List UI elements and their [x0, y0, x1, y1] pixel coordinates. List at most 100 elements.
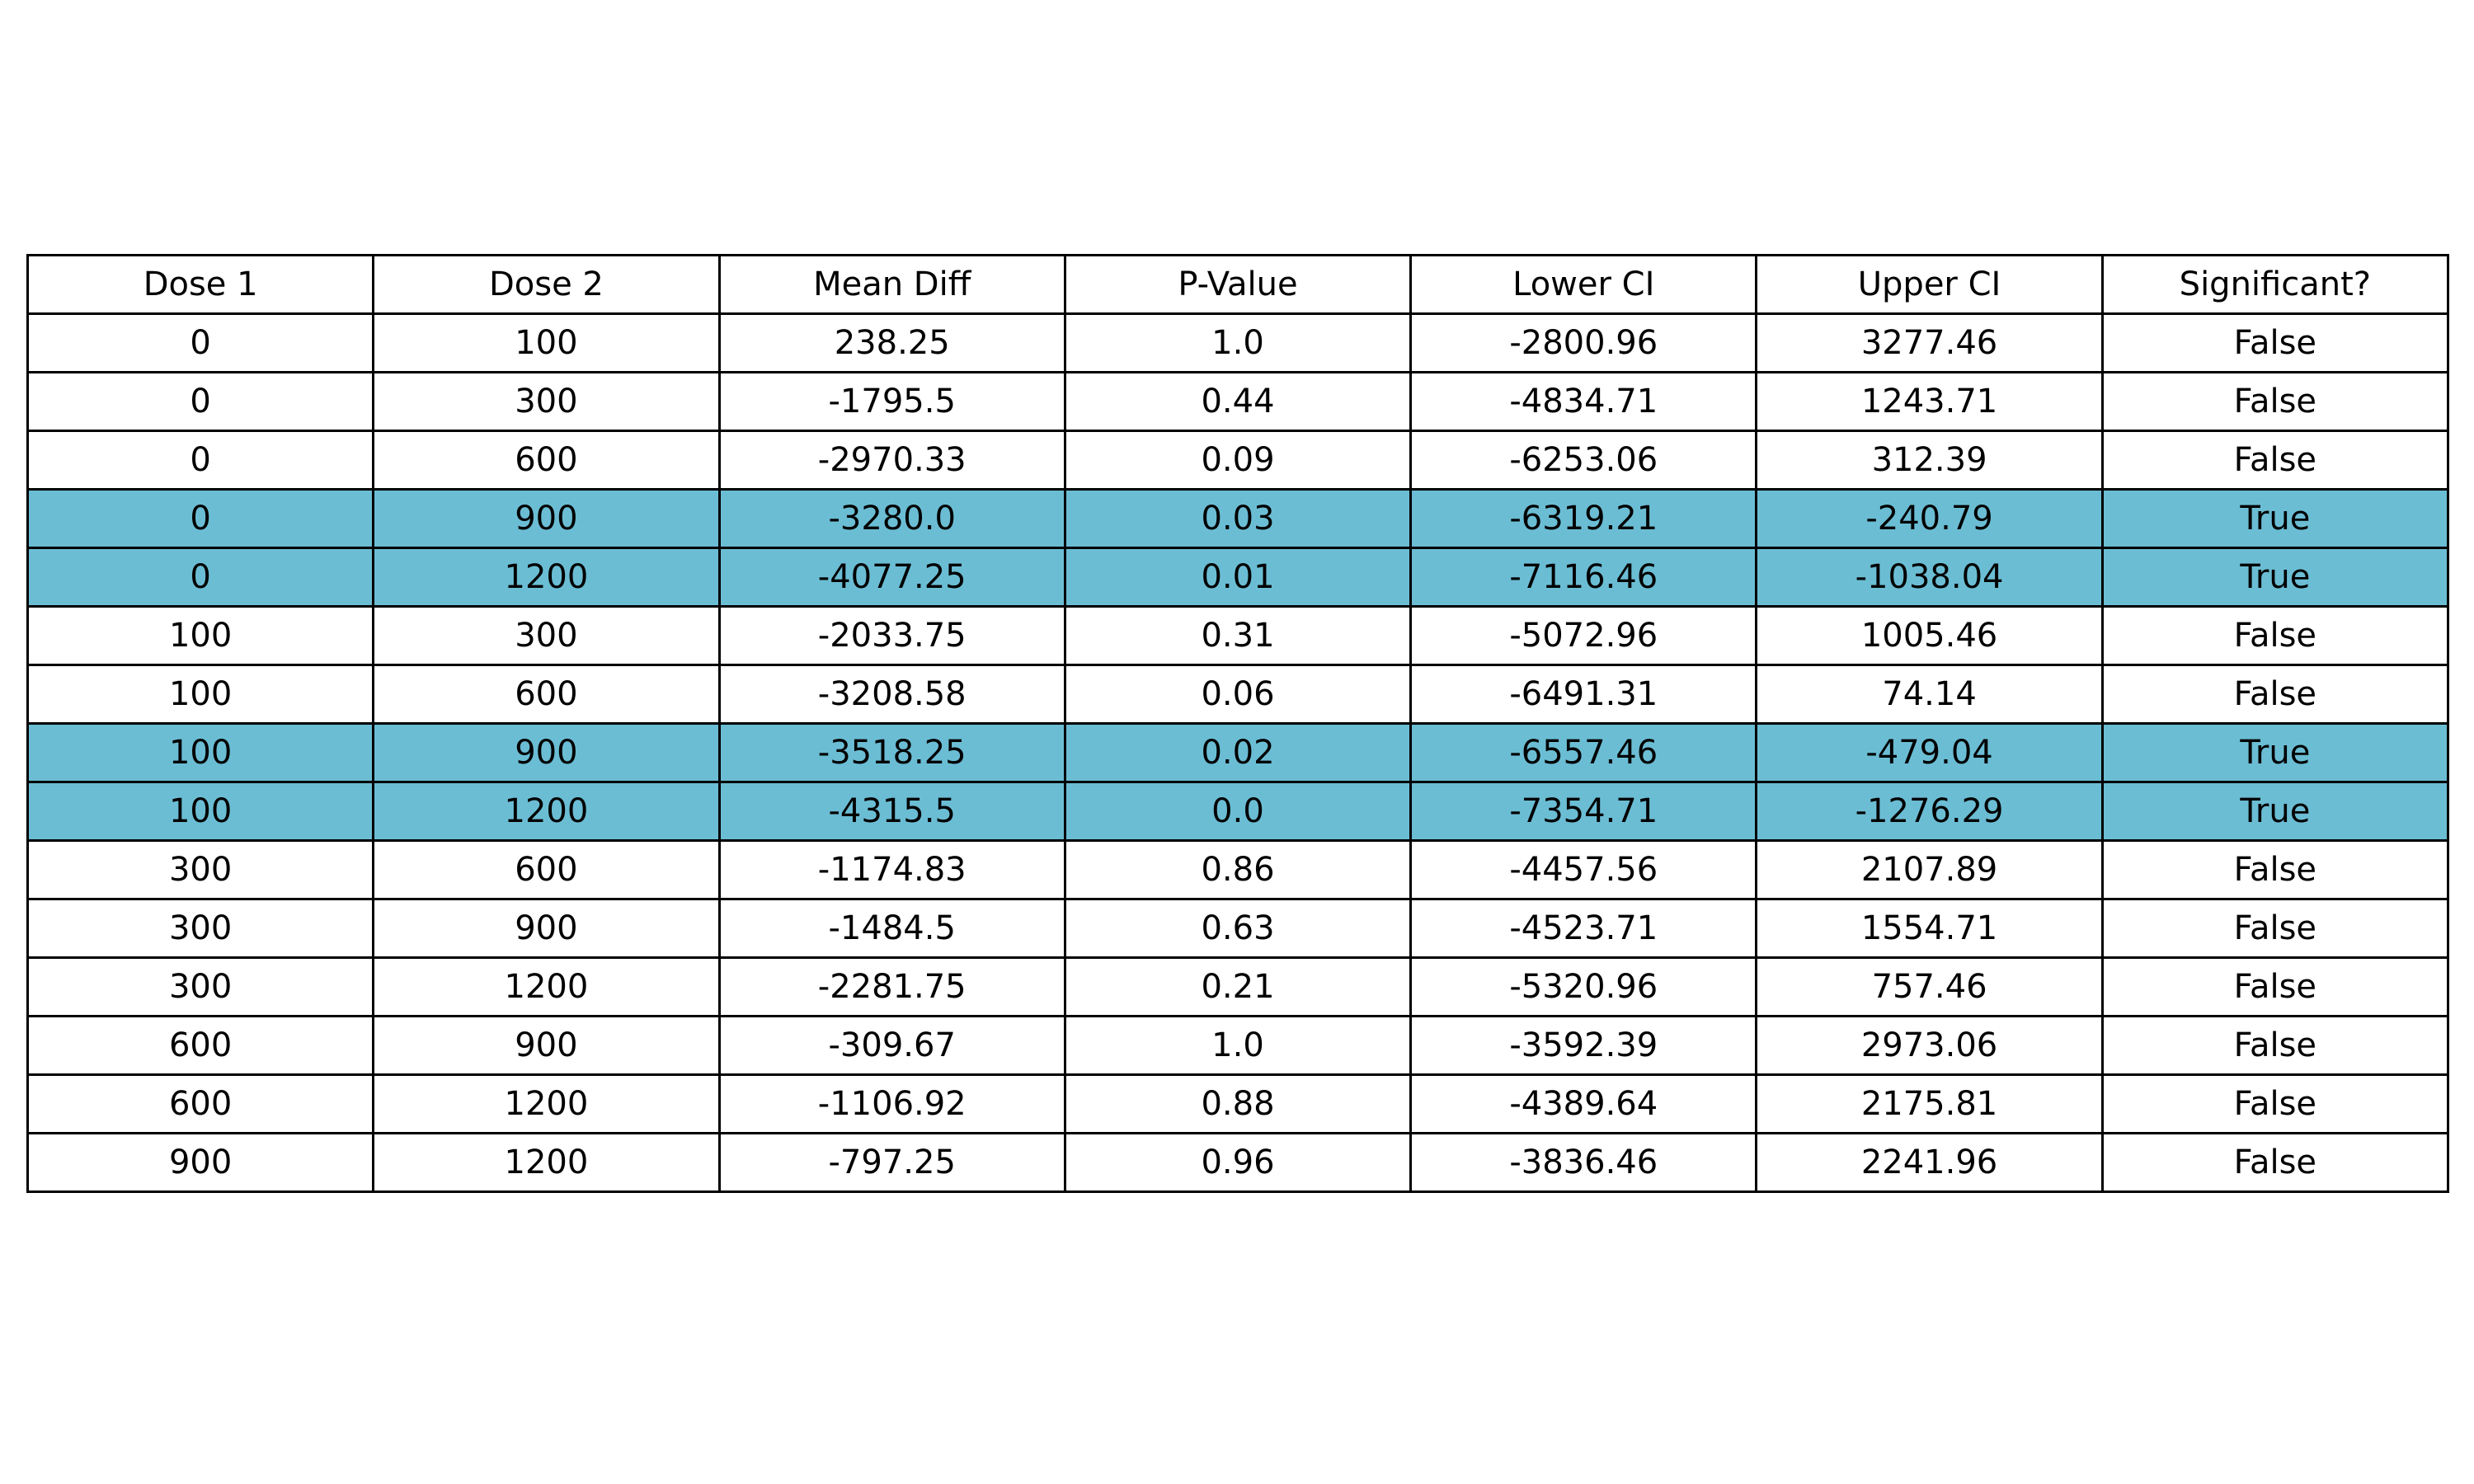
- table-cell: 0.96: [1063, 1132, 1413, 1193]
- table-cell: -6491.31: [1409, 664, 1758, 725]
- table-cell: False: [2100, 1132, 2450, 1193]
- table-row: 0 900 -3280.0 0.03 -6319.21 -240.79 True: [26, 488, 2450, 549]
- table-cell: 0.44: [1063, 371, 1413, 432]
- table-cell: 1554.71: [1755, 898, 2104, 959]
- table-cell: -3592.39: [1409, 1015, 1758, 1076]
- table-cell: True: [2100, 781, 2450, 842]
- table-cell: -1038.04: [1755, 547, 2104, 608]
- table-cell: 0.88: [1063, 1073, 1413, 1134]
- table-cell: 1200: [372, 1132, 721, 1193]
- table-cell: -1484.5: [717, 898, 1066, 959]
- table-cell: False: [2100, 898, 2450, 959]
- table-cell: 0: [26, 430, 375, 491]
- table-cell: 100: [372, 312, 721, 373]
- table-row: 600 1200 -1106.92 0.88 -4389.64 2175.81 False: [26, 1073, 2450, 1134]
- table-cell: -5072.96: [1409, 605, 1758, 666]
- table-cell: 300: [26, 839, 375, 900]
- table-cell: 0.02: [1063, 722, 1413, 783]
- table-cell: 1200: [372, 781, 721, 842]
- table-cell: -1795.5: [717, 371, 1066, 432]
- table-cell: 3277.46: [1755, 312, 2104, 373]
- table-cell: -6319.21: [1409, 488, 1758, 549]
- table-cell: 0: [26, 547, 375, 608]
- table-cell: 600: [26, 1015, 375, 1076]
- table-cell: 238.25: [717, 312, 1066, 373]
- table-cell: 100: [26, 605, 375, 666]
- table-cell: -3836.46: [1409, 1132, 1758, 1193]
- table-cell: 600: [372, 839, 721, 900]
- table-cell: 300: [26, 956, 375, 1017]
- table-cell: 1.0: [1063, 1015, 1413, 1076]
- table-row: 0 300 -1795.5 0.44 -4834.71 1243.71 False: [26, 371, 2450, 432]
- table-cell: False: [2100, 605, 2450, 666]
- table-cell: -1106.92: [717, 1073, 1066, 1134]
- table-cell: -4077.25: [717, 547, 1066, 608]
- column-header: P-Value: [1063, 254, 1413, 315]
- table-cell: 0: [26, 371, 375, 432]
- table-cell: 0.0: [1063, 781, 1413, 842]
- table-cell: 900: [372, 898, 721, 959]
- table-row: 0 100 238.25 1.0 -2800.96 3277.46 False: [26, 312, 2450, 373]
- header-row: Dose 1 Dose 2 Mean Diff P-Value Lower CI Uppe…: [26, 254, 2450, 315]
- table-cell: 100: [26, 722, 375, 783]
- table-cell: 1.0: [1063, 312, 1413, 373]
- table-cell: 300: [372, 371, 721, 432]
- table-cell: 0.21: [1063, 956, 1413, 1017]
- table-cell: 2973.06: [1755, 1015, 2104, 1076]
- table-cell: -1276.29: [1755, 781, 2104, 842]
- table-cell: 2107.89: [1755, 839, 2104, 900]
- table-cell: 0: [26, 312, 375, 373]
- table-cell: -3280.0: [717, 488, 1066, 549]
- table-row: 300 900 -1484.5 0.63 -4523.71 1554.71 False: [26, 898, 2450, 959]
- table-cell: 0: [26, 488, 375, 549]
- table-cell: 0.06: [1063, 664, 1413, 725]
- column-header: Significant?: [2100, 254, 2450, 315]
- table-cell: 100: [26, 781, 375, 842]
- table-cell: -1174.83: [717, 839, 1066, 900]
- table-cell: 1200: [372, 956, 721, 1017]
- table-cell: 300: [26, 898, 375, 959]
- table-cell: False: [2100, 371, 2450, 432]
- table-cell: True: [2100, 488, 2450, 549]
- table-cell: -4389.64: [1409, 1073, 1758, 1134]
- table-cell: 2175.81: [1755, 1073, 2104, 1134]
- table-cell: 900: [26, 1132, 375, 1193]
- table-cell: 0.86: [1063, 839, 1413, 900]
- table-cell: 0.01: [1063, 547, 1413, 608]
- column-header: Mean Diff: [717, 254, 1066, 315]
- table-row: 600 900 -309.67 1.0 -3592.39 2973.06 False: [26, 1015, 2450, 1076]
- table-cell: 900: [372, 1015, 721, 1076]
- table-cell: False: [2100, 430, 2450, 491]
- column-header: Upper CI: [1755, 254, 2104, 315]
- table-cell: 2241.96: [1755, 1132, 2104, 1193]
- table-cell: -309.67: [717, 1015, 1066, 1076]
- table-row: 300 1200 -2281.75 0.21 -5320.96 757.46 False: [26, 956, 2450, 1017]
- table-cell: False: [2100, 312, 2450, 373]
- table-cell: -2033.75: [717, 605, 1066, 666]
- table-cell: False: [2100, 956, 2450, 1017]
- table-cell: -6557.46: [1409, 722, 1758, 783]
- table-cell: 0.31: [1063, 605, 1413, 666]
- table-cell: False: [2100, 664, 2450, 725]
- table-cell: -4315.5: [717, 781, 1066, 842]
- table-cell: -7116.46: [1409, 547, 1758, 608]
- results-table: Dose 1 Dose 2 Mean Diff P-Value Lower CI Uppe…: [26, 254, 2450, 1193]
- table-cell: -6253.06: [1409, 430, 1758, 491]
- table-cell: False: [2100, 1015, 2450, 1076]
- table-row: 100 600 -3208.58 0.06 -6491.31 74.14 False: [26, 664, 2450, 725]
- table-row: 100 300 -2033.75 0.31 -5072.96 1005.46 False: [26, 605, 2450, 666]
- table-row: 100 900 -3518.25 0.02 -6557.46 -479.04 True: [26, 722, 2450, 783]
- table-cell: -797.25: [717, 1132, 1066, 1193]
- table-cell: -4523.71: [1409, 898, 1758, 959]
- column-header: Dose 1: [26, 254, 375, 315]
- table-cell: 1243.71: [1755, 371, 2104, 432]
- table-cell: -2281.75: [717, 956, 1066, 1017]
- table-cell: True: [2100, 547, 2450, 608]
- table-cell: 1200: [372, 547, 721, 608]
- table-cell: -479.04: [1755, 722, 2104, 783]
- table-row: 0 600 -2970.33 0.09 -6253.06 312.39 False: [26, 430, 2450, 491]
- table-body: 0 100 238.25 1.0 -2800.96 3277.46 False 0 300 -17…: [26, 312, 2450, 1193]
- table-cell: 0.03: [1063, 488, 1413, 549]
- table-cell: -7354.71: [1409, 781, 1758, 842]
- table-cell: -5320.96: [1409, 956, 1758, 1017]
